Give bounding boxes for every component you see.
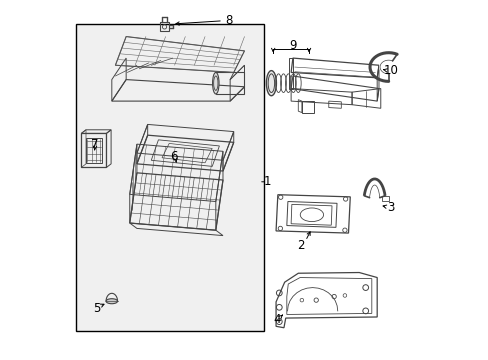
Ellipse shape <box>106 299 117 304</box>
Text: 6: 6 <box>169 150 177 163</box>
Text: 9: 9 <box>288 39 296 52</box>
Text: 1: 1 <box>264 175 271 188</box>
Ellipse shape <box>266 71 276 96</box>
Text: 3: 3 <box>386 202 394 215</box>
Text: 10: 10 <box>383 64 397 77</box>
Ellipse shape <box>212 72 219 94</box>
Text: 8: 8 <box>224 14 232 27</box>
Bar <box>76 24 264 330</box>
Text: 7: 7 <box>91 138 99 150</box>
Text: 5: 5 <box>93 302 100 315</box>
Text: 4: 4 <box>273 312 281 326</box>
Text: 2: 2 <box>296 239 304 252</box>
